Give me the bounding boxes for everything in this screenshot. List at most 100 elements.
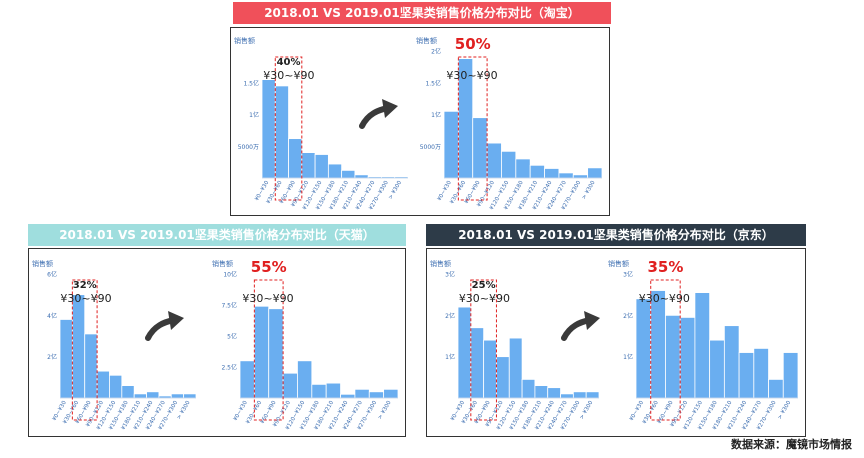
percent-label: 35%: [648, 258, 684, 276]
y-tick-label: 1.5亿: [243, 79, 259, 87]
y-tick-label: 3亿: [445, 271, 455, 279]
bar: [694, 292, 711, 399]
y-tick-label: 2亿: [445, 312, 455, 320]
y-tick-label: 1.5亿: [425, 79, 441, 87]
arrow-icon: [359, 99, 398, 129]
bar: [59, 319, 73, 399]
chart-taobao-2018: 销售额5000万1亿1.5亿¥0~¥30¥30~¥60¥60~¥90¥90~¥1…: [234, 36, 409, 211]
bar: [158, 395, 172, 399]
bar: [665, 314, 681, 399]
banner-taobao: 2018.01 VS 2019.01坚果类销售价格分布对比（淘宝）: [233, 2, 611, 24]
bar: [84, 333, 98, 399]
chart-jd-2018: 销售额1亿2亿3亿¥0~¥30¥30~¥60¥60~¥90¥90~¥120¥12…: [430, 259, 600, 431]
percent-label: 25%: [472, 280, 496, 291]
bar: [534, 385, 549, 399]
y-tick-label: 2.5亿: [221, 364, 237, 372]
bar: [121, 385, 135, 399]
bar: [383, 388, 399, 399]
bar: [558, 172, 574, 179]
chart-taobao-2019: 销售额5000万1亿1.5亿2亿¥0~¥30¥30~¥60¥60~¥90¥90~…: [416, 35, 603, 211]
bar: [560, 393, 574, 399]
bar: [368, 391, 385, 399]
y-axis-title: 销售额: [212, 259, 233, 268]
bar: [443, 110, 459, 179]
x-tick-label: > ¥300: [388, 180, 404, 201]
bar: [572, 174, 589, 179]
bar: [314, 154, 329, 179]
bar: [311, 383, 327, 399]
y-tick-label: 1亿: [249, 111, 259, 119]
x-tick-label: > ¥300: [777, 400, 793, 421]
bar: [738, 352, 755, 399]
banner-jd: 2018.01 VS 2019.01坚果类销售价格分布对比（京东）: [426, 224, 806, 246]
y-tick-label: 2亿: [47, 353, 57, 361]
chart-tmall-2019: 销售额2.5亿5亿7.5亿10亿¥0~¥30¥30~¥60¥60~¥90¥90~…: [212, 258, 399, 431]
bar: [282, 372, 298, 399]
bar: [354, 174, 369, 179]
bar: [354, 388, 370, 399]
y-tick-label: 1亿: [623, 353, 633, 361]
range-label: ¥30~¥90: [263, 69, 314, 82]
y-tick-label: 1亿: [431, 111, 441, 119]
bar: [457, 306, 472, 399]
bar: [483, 339, 497, 399]
y-tick-label: 1亿: [445, 353, 455, 361]
bar: [239, 360, 255, 399]
x-tick-label: > ¥300: [579, 400, 595, 421]
chart-tmall-2018: 销售额2亿4亿6亿¥0~¥30¥30~¥60¥60~¥90¥90~¥120¥12…: [32, 259, 197, 431]
y-tick-label: 10亿: [223, 271, 237, 279]
y-tick-label: 3亿: [623, 271, 633, 279]
y-axis-title: 销售额: [234, 36, 255, 45]
bar: [288, 138, 303, 179]
percent-label: 32%: [73, 280, 97, 291]
frame-taobao: [230, 27, 610, 216]
bar: [782, 352, 799, 399]
y-tick-label: 5000万: [238, 144, 259, 151]
bar: [768, 379, 784, 399]
bar: [515, 158, 531, 179]
highlight-box: [470, 279, 497, 421]
range-label: ¥30~¥90: [242, 292, 293, 305]
bar: [301, 152, 316, 179]
bar: [635, 298, 652, 399]
x-tick-label: > ¥300: [581, 180, 597, 201]
highlight-box: [71, 279, 98, 421]
y-axis-title: 销售额: [32, 259, 53, 268]
bar: [96, 370, 110, 399]
arrow-icon: [145, 311, 184, 341]
bar: [709, 339, 725, 399]
bar: [521, 379, 536, 399]
y-tick-label: 2亿: [431, 48, 441, 56]
x-tick-label: > ¥300: [377, 400, 393, 421]
highlight-box: [457, 56, 488, 201]
bar: [472, 117, 488, 179]
bar: [253, 305, 270, 399]
bar: [544, 168, 560, 179]
bar: [268, 308, 284, 399]
bar: [501, 150, 517, 179]
y-tick-label: 7.5亿: [221, 302, 237, 310]
y-axis-title: 销售额: [416, 36, 437, 45]
bar: [679, 317, 696, 399]
bar: [723, 325, 740, 399]
range-label: ¥30~¥90: [639, 292, 690, 305]
y-tick-label: 4亿: [47, 312, 57, 320]
y-tick-label: 6亿: [47, 271, 57, 279]
bar: [274, 85, 289, 179]
bar: [183, 393, 197, 399]
bar: [486, 142, 502, 179]
bar: [587, 167, 603, 179]
bar: [470, 327, 485, 399]
bar: [572, 391, 587, 399]
bar: [508, 337, 523, 399]
y-axis-title: 销售额: [430, 259, 451, 268]
bar: [529, 164, 545, 179]
arrow-icon: [561, 311, 600, 341]
bar: [753, 348, 769, 399]
bar: [496, 356, 510, 399]
bar: [109, 374, 123, 399]
percent-label: 40%: [277, 57, 301, 68]
y-tick-label: 5亿: [227, 333, 237, 341]
percent-label: 55%: [251, 258, 287, 276]
bar: [261, 79, 276, 179]
